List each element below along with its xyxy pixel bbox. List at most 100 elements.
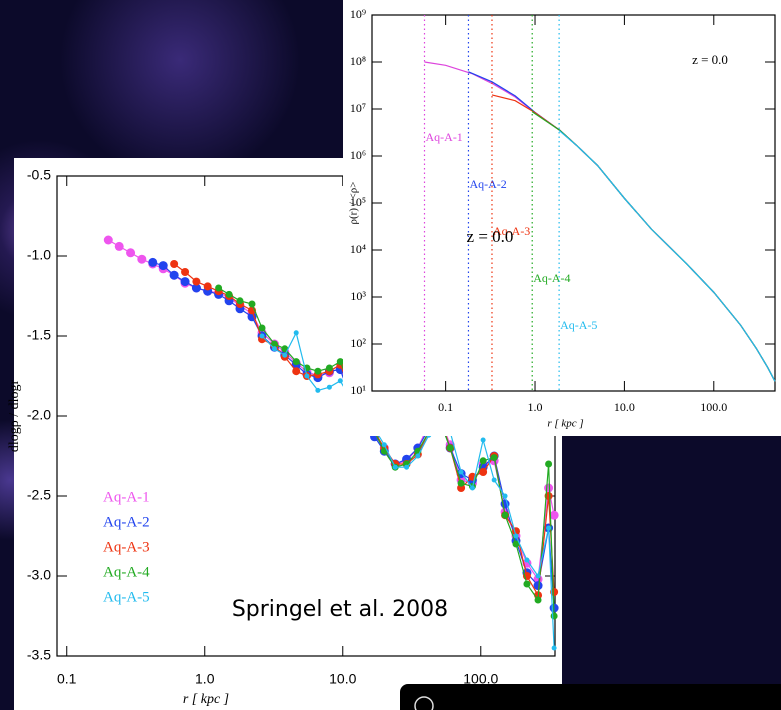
data-point — [326, 384, 332, 390]
data-point — [292, 367, 301, 376]
y-tick-label: -2.0 — [27, 407, 51, 423]
y-tick-label: 10⁵ — [350, 195, 366, 209]
data-point — [490, 454, 498, 462]
y-tick-label: -1.0 — [27, 247, 51, 263]
legend-entry: Aq-A-4 — [103, 564, 150, 580]
data-point — [549, 510, 559, 520]
data-point — [404, 464, 410, 470]
y-tick-label: 10⁷ — [350, 101, 366, 115]
main-chart: 0.1 1.0 10.0 100.0 -0.5 -1.0 -1.5 -2.0 -2.5 -3.0 -… — [7, 167, 559, 707]
data-point — [512, 540, 520, 548]
data-point — [501, 511, 509, 519]
x-tick-label: 0.1 — [438, 400, 453, 414]
x-tick-label: 1.0 — [528, 400, 543, 414]
data-point — [148, 257, 158, 267]
data-point — [137, 254, 147, 264]
data-point — [502, 493, 508, 499]
data-point — [292, 358, 300, 366]
x-tick-label: 1.0 — [195, 671, 215, 687]
data-point — [247, 312, 257, 322]
series-label: Aq-A-5 — [560, 318, 597, 332]
annotation: z = 0.0 — [467, 227, 514, 246]
y-axis-label: ρ(r) / <ρ> — [348, 182, 360, 225]
annotation: z = 0.0 — [692, 52, 728, 67]
data-point — [114, 241, 124, 251]
inset-panel — [343, 0, 781, 436]
data-point — [103, 235, 113, 245]
data-point — [169, 270, 179, 280]
data-point — [545, 460, 553, 468]
data-point — [314, 367, 322, 375]
data-point — [513, 533, 519, 539]
data-point — [158, 261, 168, 271]
icon — [414, 696, 434, 710]
data-point — [192, 277, 201, 286]
data-point — [248, 300, 256, 308]
y-tick-label: 10¹ — [350, 383, 366, 397]
data-point — [550, 612, 558, 620]
data-point — [523, 580, 531, 588]
series-label: Aq-A-2 — [469, 177, 506, 191]
data-point — [293, 330, 299, 336]
annotation: Springel et al. 2008 — [232, 597, 448, 622]
x-tick-label: 100.0 — [463, 671, 498, 687]
data-point — [457, 479, 465, 487]
x-tick-label: 10.0 — [329, 671, 356, 687]
series-label: Aq-A-3 — [493, 224, 530, 238]
data-point — [533, 581, 543, 591]
x-tick-label: 10.0 — [614, 400, 635, 414]
data-point — [381, 442, 387, 448]
x-axis-label: r [ kpc ] — [183, 692, 229, 707]
data-point — [491, 477, 497, 483]
series-line — [558, 129, 776, 382]
y-tick-label: -0.5 — [27, 167, 51, 183]
caption-bar — [400, 684, 781, 710]
y-tick-label: -3.0 — [27, 567, 51, 583]
data-point — [479, 468, 488, 476]
data-point — [524, 557, 530, 563]
data-point — [191, 283, 201, 293]
x-axis-label: r [ kpc ] — [547, 418, 583, 430]
data-point — [546, 525, 552, 531]
legend-entry: Aq-A-2 — [103, 514, 150, 530]
data-point — [325, 364, 333, 372]
data-point — [479, 457, 487, 465]
data-point — [315, 387, 321, 393]
data-point — [236, 297, 244, 305]
legend-entry: Aq-A-3 — [103, 539, 150, 555]
data-point — [544, 483, 554, 493]
data-point — [446, 444, 454, 452]
data-point — [534, 596, 542, 604]
data-point — [225, 290, 233, 298]
legend-entry: Aq-A-1 — [103, 489, 150, 505]
data-point — [170, 260, 179, 268]
data-point — [203, 282, 212, 291]
x-tick-label: 0.1 — [57, 671, 77, 687]
data-point — [180, 277, 190, 287]
y-tick-label: 10⁹ — [350, 7, 366, 21]
y-axis-label: dlogρ / dlogr — [7, 380, 22, 453]
y-tick-label: -3.5 — [27, 647, 51, 663]
y-tick-label: 10³ — [350, 289, 366, 303]
data-point — [535, 573, 541, 579]
data-point — [304, 373, 310, 379]
data-point — [215, 284, 223, 292]
series-label: Aq-A-1 — [425, 130, 462, 144]
y-tick-label: 10² — [350, 336, 366, 350]
data-point — [271, 346, 277, 352]
y-tick-label: -1.5 — [27, 327, 51, 343]
data-point — [337, 378, 343, 384]
data-point — [392, 464, 398, 470]
y-tick-label: 10⁴ — [350, 242, 366, 256]
data-point — [270, 340, 278, 348]
data-point — [336, 358, 344, 366]
data-point — [126, 248, 136, 258]
data-point — [282, 352, 288, 358]
inset-chart: 0.1 1.0 10.0 100.0 10¹ 10² 10³ 10⁴ 10⁵ 10⁶ 10⁷ 10⁸ 1… — [348, 7, 776, 430]
y-tick-label: 10⁸ — [350, 54, 366, 68]
data-point — [480, 437, 486, 443]
series-line — [261, 331, 555, 649]
data-point — [458, 469, 464, 475]
